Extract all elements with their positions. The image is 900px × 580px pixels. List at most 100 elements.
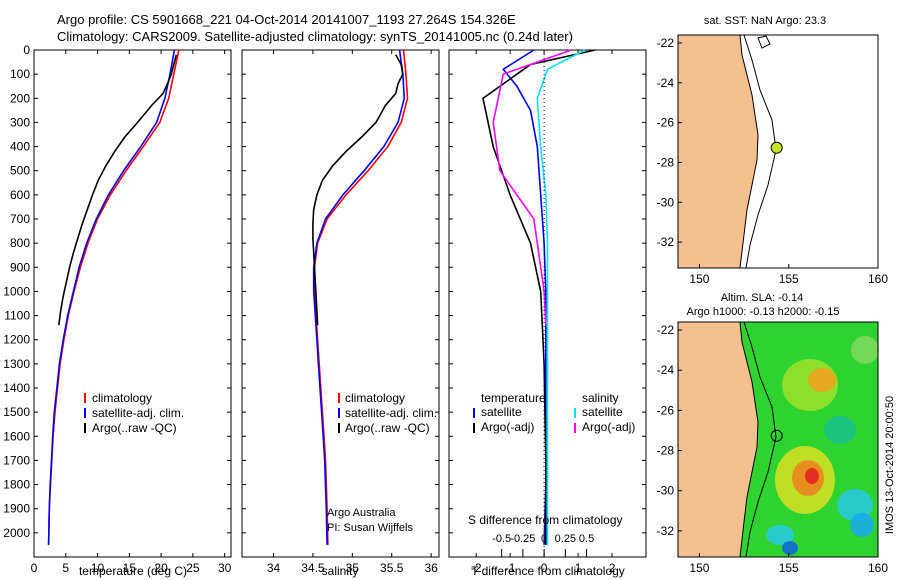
temperature-legend: climatology satellite-adj. clim. Argo(..… [84, 391, 184, 435]
sla-map-title-1: Altim. SLA: -0.14 [721, 292, 804, 304]
salinity-legend: climatology satellite-adj. clim. Argo(..… [327, 391, 437, 534]
sla-blob-max [805, 468, 819, 484]
legend-sal-argo: Argo(-adj) [582, 420, 635, 434]
y-tick-label: 1200 [3, 333, 30, 347]
header-line-2: Climatology: CARS2009. Satellite-adjuste… [57, 29, 573, 44]
s-tick-label: 0.5 [579, 533, 594, 545]
y-tick-label: 100 [10, 67, 30, 81]
y-tick-label: 700 [10, 212, 30, 226]
x-tick-label: 1 [575, 561, 582, 575]
sst-map: 150 155 160 -22 -24 -26 -28 -30 -32 [657, 34, 888, 286]
map-x-tick-label: 160 [868, 272, 888, 286]
sla-blob-peak [808, 368, 836, 392]
series-line-salinity-argo-adj- [492, 49, 572, 326]
series-line-climatology [47, 49, 180, 545]
s-tick-label: 0 [541, 533, 547, 545]
y-tick-label: 1800 [3, 478, 30, 492]
legend-title-temperature: temperature [481, 391, 546, 405]
y-tick-label: 1300 [3, 357, 30, 371]
x-tick-label: 0 [31, 561, 38, 575]
x-tick-label: 10 [91, 561, 105, 575]
x-tick-label: 20 [154, 561, 168, 575]
x-tick-label: 35.5 [380, 561, 404, 575]
sst-map-frame [677, 34, 879, 269]
difference-plot: -2 -1 0 1 2 -0.5 -0.25 0 0.25 0.5 [449, 49, 646, 575]
map-y-tick-label: -32 [657, 235, 675, 249]
map-y-tick-label: -26 [657, 116, 675, 130]
y-tick-label: 400 [10, 140, 30, 154]
sla-map-title-2: Argo h1000: -0.13 h2000: -0.15 [687, 306, 840, 318]
map-y-tick-label: -28 [657, 155, 675, 169]
x-tick-label: 25 [186, 561, 200, 575]
difference-panel [448, 49, 647, 558]
annotation-pi: PI: Susan Wijffels [327, 522, 413, 534]
difference-xlabel: T difference from climatology [471, 564, 625, 578]
s-tick-label: -0.25 [510, 533, 535, 545]
x-tick-label: 36 [424, 561, 438, 575]
y-tick-label: 900 [10, 260, 30, 274]
y-tick-label: 1100 [4, 309, 30, 323]
map-y-tick-label: -30 [657, 195, 675, 209]
map-y-tick-label: -24 [657, 363, 675, 377]
legend-title-salinity: salinity [582, 391, 619, 405]
temperature-xlabel: temperature (deg C) [79, 564, 187, 578]
map-y-tick-label: -24 [657, 76, 675, 90]
isobath-contour [743, 321, 777, 558]
legend-satellite: satellite-adj. clim. [92, 406, 184, 420]
map-x-tick-label: 150 [689, 561, 709, 575]
map-x-tick-label: 160 [868, 561, 888, 575]
y-tick-label: 2000 [3, 526, 30, 540]
sla-blob-low [850, 513, 874, 537]
map-y-tick-label: -22 [657, 323, 675, 337]
sla-blob-mid [851, 336, 879, 364]
legend-sal-satellite: satellite [582, 405, 623, 419]
map-x-tick-label: 150 [689, 272, 709, 286]
y-tick-label: 800 [10, 236, 30, 250]
y-tick-label: 1000 [3, 284, 30, 298]
sla-blob-min [782, 541, 798, 555]
x-tick-label: 34 [267, 561, 281, 575]
x-tick-label: -1 [505, 561, 516, 575]
y-tick-label: 1900 [3, 502, 30, 516]
series-line-temperature-argo-adj- [482, 49, 596, 545]
y-tick-label: 1500 [3, 405, 30, 419]
y-tick-label: 200 [10, 91, 30, 105]
s-tick-label: -0.5 [492, 533, 511, 545]
salinity-plot: 34 34.5 35 35.5 36 [242, 49, 439, 575]
y-tick-label: 1600 [3, 429, 30, 443]
x-tick-label: 2 [609, 561, 616, 575]
map-y-tick-label: -26 [657, 403, 675, 417]
x-tick-label: 5 [62, 561, 69, 575]
legend-climatology: climatology [345, 391, 405, 405]
legend-temp-argo: Argo(-adj) [481, 420, 534, 434]
y-tick-label: 0 [23, 43, 30, 57]
series-line-climatology [313, 49, 409, 545]
sla-map: 150 155 160 -22 -24 -26 -28 -30 -32 [657, 321, 888, 575]
series-line-argo-raw-qc- [312, 54, 404, 326]
sla-side-label: IMOS 13-Oct-2014 20:00:50 [884, 396, 896, 534]
australia-land [677, 34, 759, 269]
y-tick-label: 600 [10, 188, 30, 202]
x-tick-label: 35 [346, 561, 360, 575]
argo-location-marker [770, 141, 783, 154]
y-tick-label: 1700 [3, 453, 30, 467]
x-tick-label: 15 [123, 561, 137, 575]
map-y-tick-label: -30 [657, 484, 675, 498]
s-diff-label: S difference from climatology [468, 513, 623, 527]
legend-climatology: climatology [92, 391, 152, 405]
map-x-tick-label: 155 [779, 272, 799, 286]
salinity-panel [241, 49, 440, 558]
legend-satellite: satellite-adj. clim. [345, 406, 437, 420]
sla-blob-low [824, 416, 856, 444]
series-line-satellite-adj-clim- [47, 49, 176, 545]
map-y-tick-label: -28 [657, 444, 675, 458]
series-line-satellite-adj-clim- [312, 49, 406, 545]
header-line-1: Argo profile: CS 5901668_221 04-Oct-2014… [57, 12, 516, 27]
map-y-tick-label: -22 [657, 36, 675, 50]
map-x-tick-label: 155 [779, 561, 799, 575]
y-tick-label: 300 [10, 115, 30, 129]
annotation-argo-australia: Argo Australia [327, 507, 396, 519]
sla-blob-low [837, 489, 873, 521]
x-tick-label: 0 [541, 561, 548, 575]
